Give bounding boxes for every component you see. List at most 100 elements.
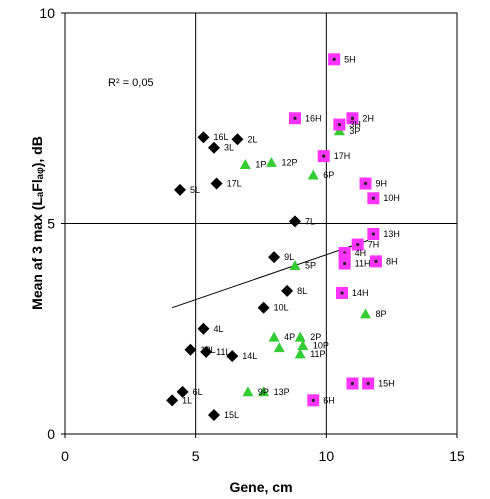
- diamond-point: [173, 183, 186, 196]
- trendline: [171, 239, 369, 309]
- point-label: 9H: [376, 179, 388, 189]
- point-label: 5P: [305, 261, 316, 271]
- point-label: 6P: [323, 170, 334, 180]
- point-label: 8L: [297, 286, 307, 296]
- square-point-dot: [350, 381, 355, 386]
- point-label: 11P: [310, 349, 325, 359]
- point-label: 9L: [284, 252, 294, 262]
- gridlines: [65, 13, 457, 434]
- point-label: 14L: [242, 351, 257, 361]
- square-point-dot: [374, 259, 378, 263]
- point-label: 3L: [224, 143, 234, 153]
- square-point-dot: [311, 398, 315, 402]
- point-label: 10H: [383, 193, 400, 203]
- point-label: 17L: [227, 179, 242, 189]
- point-label: 8H: [386, 256, 398, 266]
- diamond-point: [166, 394, 179, 407]
- triangle-point: [294, 348, 306, 359]
- point-label: 5L: [190, 185, 200, 195]
- square-point-dot: [356, 242, 360, 247]
- point-label: 10P: [313, 341, 329, 351]
- triangle-point: [268, 331, 280, 342]
- square-point-dot: [371, 232, 375, 236]
- point-label: 12P: [281, 157, 297, 167]
- triangle-point: [360, 308, 372, 319]
- point-label: 15H: [378, 378, 395, 388]
- square-point-dot: [332, 57, 336, 61]
- point-label: 12L: [200, 345, 215, 355]
- diamond-point: [207, 141, 220, 154]
- diamond-point: [268, 251, 281, 264]
- point-label: 7H: [368, 240, 380, 250]
- square-point-dot: [293, 116, 297, 120]
- r-squared-annotation: R² = 0,05: [108, 77, 154, 89]
- point-label: 4H: [355, 248, 367, 258]
- triangle-point: [307, 169, 319, 180]
- point-label: 13H: [383, 229, 400, 239]
- point-label: 16L: [214, 132, 229, 142]
- triangle-point: [265, 156, 277, 167]
- point-label: 6H: [323, 395, 335, 405]
- point-label: 6L: [193, 387, 203, 397]
- triangle-point: [273, 342, 285, 353]
- point-label: 3P: [349, 126, 360, 136]
- square-point-dot: [363, 181, 368, 186]
- square-point-dot: [343, 261, 347, 266]
- square-point-dot: [350, 116, 355, 120]
- triangle-point: [289, 260, 301, 270]
- diamond-point: [281, 284, 294, 297]
- point-label: 17H: [334, 151, 351, 161]
- triangle-point: [239, 159, 251, 169]
- point-label: 2H: [362, 113, 374, 123]
- point-label: 7L: [305, 216, 315, 226]
- point-label: 16H: [305, 113, 322, 123]
- y-tick-label: 5: [47, 216, 55, 232]
- x-tick-label: 5: [192, 448, 200, 464]
- triangle-point: [258, 386, 270, 397]
- triangle-point: [294, 331, 306, 342]
- diamond-point: [257, 301, 270, 314]
- tick-labels: 0 5 10 15 0 5 10: [39, 5, 465, 464]
- y-tick-label: 0: [47, 426, 55, 442]
- diamond-point: [210, 177, 223, 190]
- square-point-dot: [322, 154, 326, 158]
- data-points: [166, 53, 382, 422]
- triangle-point: [297, 340, 309, 350]
- x-axis-title: Gene, cm: [229, 479, 292, 495]
- point-label: 1P: [255, 160, 266, 170]
- point-label: 14H: [352, 288, 369, 298]
- point-label: 5H: [344, 54, 356, 64]
- x-tick-label: 0: [61, 448, 69, 464]
- point-label: 3H: [349, 120, 361, 130]
- square-point-dot: [366, 381, 370, 386]
- y-axis-title: Mean af 3 max (LₐFlₐᵩ), dB: [29, 136, 45, 310]
- point-label: 11L: [216, 347, 230, 357]
- point-label: 4P: [284, 332, 295, 342]
- point-label: 10L: [274, 303, 289, 313]
- y-tick-label: 10: [39, 5, 55, 21]
- diamond-point: [184, 343, 197, 356]
- triangle-point: [242, 386, 254, 397]
- diamond-point: [200, 345, 213, 358]
- diamond-point: [197, 131, 210, 144]
- square-point-dot: [340, 291, 344, 295]
- square-point-dot: [371, 196, 375, 200]
- point-label: 2P: [310, 332, 321, 342]
- diamond-point: [197, 322, 210, 335]
- point-label: 9P: [258, 387, 269, 397]
- diamond-point: [231, 133, 244, 146]
- point-label: 2L: [247, 134, 257, 144]
- diamond-point: [288, 215, 301, 228]
- point-label: 4L: [214, 324, 224, 334]
- point-label: 8P: [376, 309, 387, 319]
- point-label: 1L: [182, 395, 192, 405]
- x-tick-label: 15: [449, 448, 465, 464]
- point-label: 11H: [355, 258, 371, 268]
- point-label: 13P: [274, 387, 290, 397]
- point-label: 15L: [224, 410, 239, 420]
- diamond-point: [207, 409, 220, 422]
- square-point-dot: [337, 122, 341, 127]
- diamond-point: [226, 350, 239, 363]
